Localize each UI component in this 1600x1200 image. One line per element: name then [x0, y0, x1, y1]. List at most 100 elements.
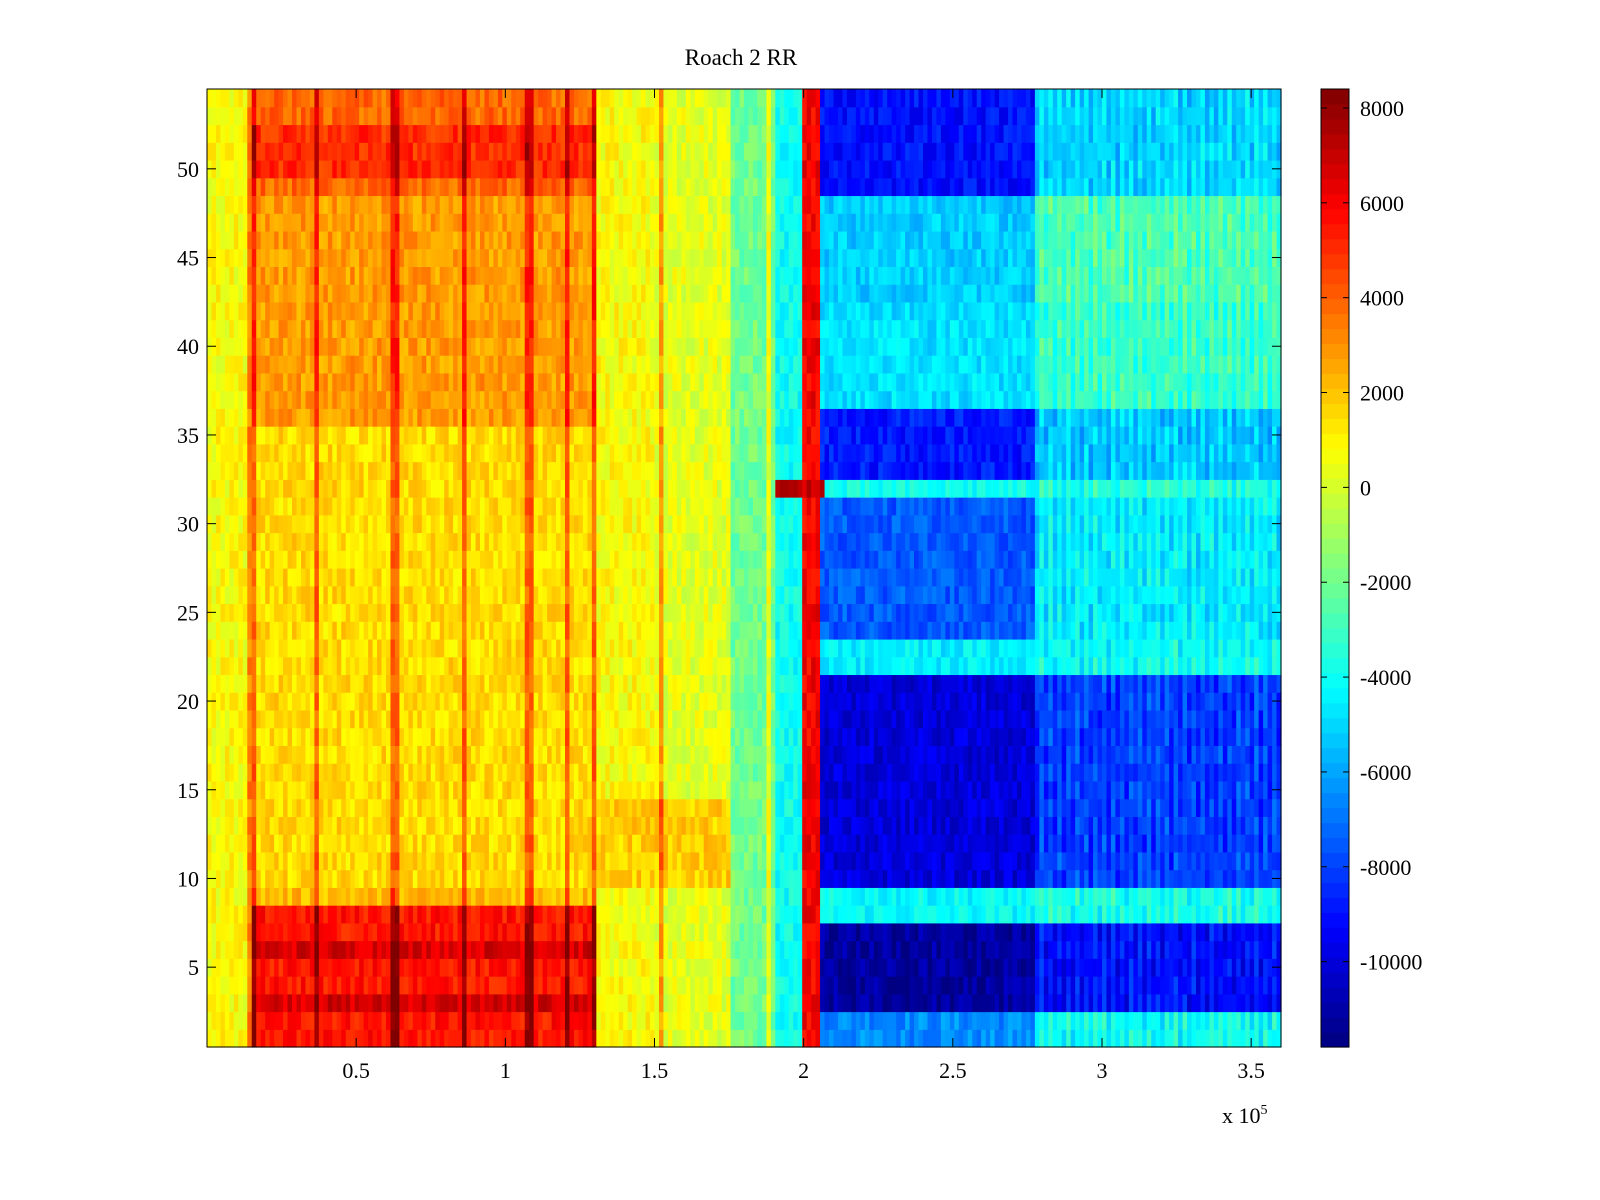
heatmap-cell	[587, 887, 593, 906]
heatmap-cell	[332, 976, 338, 995]
heatmap-cell	[488, 692, 494, 711]
heatmap-cell	[779, 905, 785, 924]
heatmap-cell	[1173, 798, 1179, 817]
heatmap-cell	[296, 869, 302, 888]
heatmap-cell	[229, 976, 235, 995]
heatmap-cell	[650, 674, 656, 693]
heatmap-cell	[896, 940, 902, 959]
heatmap-cell	[936, 745, 942, 764]
heatmap-cell	[1249, 1029, 1255, 1048]
heatmap-cell	[846, 958, 852, 977]
heatmap-cell	[954, 976, 960, 995]
heatmap-cell	[752, 780, 759, 800]
heatmap-cell	[542, 993, 548, 1013]
heatmap-cell	[538, 816, 544, 835]
heatmap-cell	[806, 798, 812, 817]
heatmap-cell	[287, 851, 293, 871]
heatmap-cell	[1263, 727, 1269, 747]
heatmap-cell	[1061, 976, 1067, 995]
heatmap-cell	[703, 851, 709, 871]
heatmap-cell	[1088, 887, 1094, 906]
heatmap-cell	[721, 709, 727, 729]
heatmap-cell	[694, 851, 700, 871]
heatmap-cell	[663, 869, 669, 888]
heatmap-cell	[730, 976, 736, 995]
heatmap-cell	[658, 674, 665, 693]
heatmap-cell	[949, 780, 955, 800]
heatmap-cell	[757, 763, 763, 782]
heatmap-cell	[793, 922, 799, 942]
heatmap-cell	[1155, 940, 1161, 959]
heatmap-cell	[1016, 745, 1023, 764]
heatmap-cell	[896, 1029, 902, 1048]
heatmap-cell	[954, 674, 960, 693]
heatmap-cell	[390, 816, 396, 835]
heatmap-cell	[806, 816, 812, 835]
heatmap-cell	[1070, 940, 1076, 959]
heatmap-cell	[730, 869, 736, 888]
heatmap-cell	[949, 851, 955, 871]
heatmap-cell	[1231, 727, 1237, 747]
heatmap-cell	[909, 958, 915, 977]
heatmap-cell	[927, 993, 933, 1013]
heatmap-cell	[837, 958, 844, 977]
heatmap-cell	[658, 958, 665, 977]
heatmap-cell	[475, 869, 481, 888]
heatmap-cell	[256, 869, 262, 888]
heatmap-cell	[1115, 763, 1121, 782]
heatmap-cell	[368, 692, 374, 711]
heatmap-cell	[672, 834, 678, 853]
heatmap-cell	[1200, 1029, 1206, 1048]
heatmap-cell	[784, 709, 790, 729]
heatmap-cell	[336, 745, 342, 764]
heatmap-cell	[399, 834, 405, 853]
heatmap-cell	[488, 745, 494, 764]
heatmap-cell	[1119, 763, 1125, 782]
heatmap-cell	[806, 869, 812, 888]
heatmap-cell	[274, 816, 280, 835]
heatmap-cell	[914, 727, 920, 747]
heatmap-cell	[1030, 834, 1036, 853]
heatmap-cell	[386, 709, 392, 729]
heatmap-cell	[1128, 709, 1134, 729]
heatmap-cell	[770, 922, 776, 942]
heatmap-cell	[1128, 780, 1134, 800]
heatmap-cell	[341, 780, 347, 800]
heatmap-cell	[1128, 745, 1134, 764]
heatmap-cell	[336, 834, 342, 853]
heatmap-cell	[551, 763, 557, 782]
heatmap-cell	[457, 780, 463, 800]
heatmap-cell	[1240, 940, 1246, 959]
heatmap-cell	[842, 834, 848, 853]
heatmap-cell	[699, 692, 705, 711]
heatmap-cell	[336, 976, 342, 995]
heatmap-cell	[484, 887, 490, 906]
heatmap-cell	[726, 745, 732, 764]
heatmap-cell	[726, 780, 732, 800]
heatmap-cell	[506, 674, 512, 693]
heatmap-cell	[614, 940, 620, 959]
heatmap-cell	[515, 940, 521, 959]
heatmap-cell	[403, 869, 409, 888]
heatmap-cell	[1128, 869, 1134, 888]
heatmap-cell	[408, 763, 414, 782]
heatmap-cell	[1012, 727, 1018, 747]
heatmap-cell	[1079, 763, 1085, 782]
heatmap-cell	[927, 1029, 933, 1048]
heatmap-cell	[1097, 745, 1103, 764]
heatmap-cell	[426, 958, 432, 977]
heatmap-cell	[748, 692, 754, 711]
heatmap-cell	[632, 922, 638, 942]
heatmap-cell	[1276, 1011, 1282, 1030]
heatmap-cell	[390, 674, 396, 693]
heatmap-cell	[466, 869, 472, 888]
heatmap-cell	[936, 727, 942, 747]
heatmap-cell	[386, 922, 392, 942]
heatmap-cell	[403, 834, 409, 853]
heatmap-cell	[1115, 816, 1121, 835]
heatmap-cell	[327, 1011, 333, 1030]
heatmap-cell	[233, 692, 239, 711]
heatmap-cell	[462, 763, 468, 782]
heatmap-cell	[748, 816, 754, 835]
heatmap-cell	[994, 727, 1000, 747]
